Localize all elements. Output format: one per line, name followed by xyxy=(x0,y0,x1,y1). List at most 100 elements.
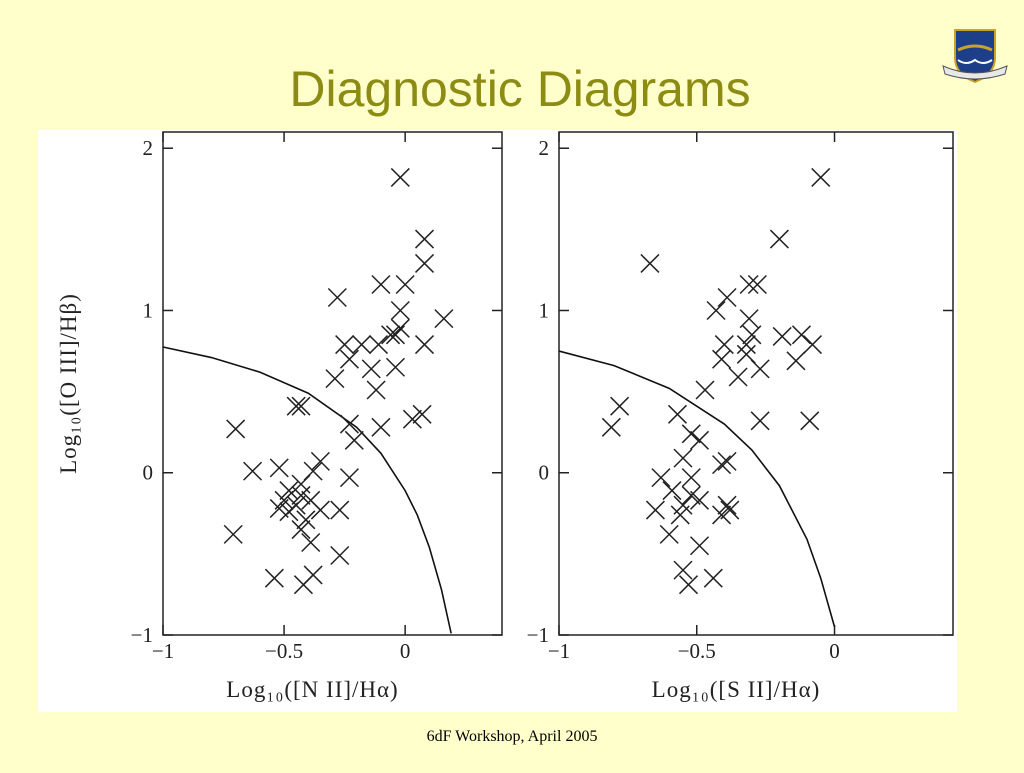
point xyxy=(695,380,715,400)
point xyxy=(712,505,732,525)
x-tick-label: −1 xyxy=(152,639,174,663)
point xyxy=(339,468,359,488)
point xyxy=(339,414,359,434)
point xyxy=(291,520,311,540)
point xyxy=(667,404,688,424)
point xyxy=(610,396,630,416)
y-tick-label: 1 xyxy=(143,298,154,322)
point xyxy=(412,404,432,424)
point xyxy=(344,430,364,450)
point xyxy=(291,396,311,416)
point xyxy=(325,369,345,389)
point xyxy=(681,424,701,444)
point xyxy=(269,458,289,478)
x-axis-label: Log₁₀([N II]/Hα) xyxy=(226,677,398,702)
point xyxy=(352,335,372,355)
point xyxy=(310,500,330,520)
plot-frame xyxy=(558,131,954,636)
point xyxy=(786,351,806,371)
x-tick-label: −0.5 xyxy=(678,639,716,663)
point xyxy=(293,575,313,595)
point xyxy=(223,524,243,544)
point xyxy=(703,568,723,588)
point xyxy=(390,318,410,338)
slide-title: Diagnostic Diagrams xyxy=(289,61,750,117)
plot-frame xyxy=(162,131,503,636)
point xyxy=(385,357,405,377)
demarcation-curve xyxy=(558,350,836,628)
point xyxy=(717,287,737,308)
point xyxy=(414,229,435,249)
point xyxy=(310,451,330,471)
point xyxy=(739,309,759,329)
x-tick-label: −1 xyxy=(548,639,570,663)
point xyxy=(640,253,660,273)
y-tick-label: 0 xyxy=(143,461,154,485)
point xyxy=(414,253,435,273)
point xyxy=(659,524,679,544)
point xyxy=(728,367,748,387)
point xyxy=(390,167,410,187)
point xyxy=(689,430,710,450)
point xyxy=(712,455,732,475)
demarcation-curve xyxy=(162,346,452,634)
point xyxy=(395,274,415,295)
x-axis-label: Log₁₀([S II]/Hα) xyxy=(652,677,821,702)
x-tick-label: −0.5 xyxy=(265,639,303,663)
point xyxy=(678,575,699,595)
point xyxy=(742,325,762,345)
point xyxy=(381,325,401,345)
point xyxy=(330,545,350,566)
point xyxy=(720,500,740,520)
point xyxy=(706,300,726,321)
slide-footer: 6dF Workshop, April 2005 xyxy=(427,728,598,745)
point xyxy=(301,532,321,553)
y-axis-label: Log₁₀([O III]/Hβ) xyxy=(56,293,81,474)
point xyxy=(368,335,389,355)
point xyxy=(296,510,316,530)
x-tick-label: 0 xyxy=(829,639,840,663)
point xyxy=(689,536,710,556)
point xyxy=(390,300,410,321)
figure-panel xyxy=(38,130,957,712)
point xyxy=(736,335,756,355)
point xyxy=(662,481,682,501)
point xyxy=(739,274,759,295)
x-tick-label: 0 xyxy=(400,639,411,663)
point xyxy=(414,335,435,355)
point xyxy=(264,568,284,588)
point xyxy=(402,409,422,429)
y-tick-label: −1 xyxy=(527,623,549,647)
y-tick-label: 2 xyxy=(143,136,154,160)
point xyxy=(279,481,299,501)
point xyxy=(601,417,621,437)
point xyxy=(226,419,246,439)
point xyxy=(811,167,831,187)
point xyxy=(327,287,347,308)
point xyxy=(291,485,311,505)
point xyxy=(800,411,820,431)
point xyxy=(335,335,355,355)
point xyxy=(371,417,391,437)
point xyxy=(645,500,665,520)
logo xyxy=(942,29,1008,84)
point xyxy=(689,490,710,510)
point xyxy=(361,359,381,379)
y-tick-label: −1 xyxy=(131,623,153,647)
y-tick-label: 0 xyxy=(539,461,550,485)
point xyxy=(434,309,454,329)
point xyxy=(802,335,823,355)
point xyxy=(651,468,671,488)
point xyxy=(791,325,811,345)
point xyxy=(339,349,359,369)
point xyxy=(717,451,737,471)
point xyxy=(286,396,306,416)
point xyxy=(717,495,737,515)
y-tick-label: 1 xyxy=(539,298,550,322)
point xyxy=(269,498,289,518)
point xyxy=(371,274,391,295)
point xyxy=(670,505,690,525)
point xyxy=(772,326,792,346)
